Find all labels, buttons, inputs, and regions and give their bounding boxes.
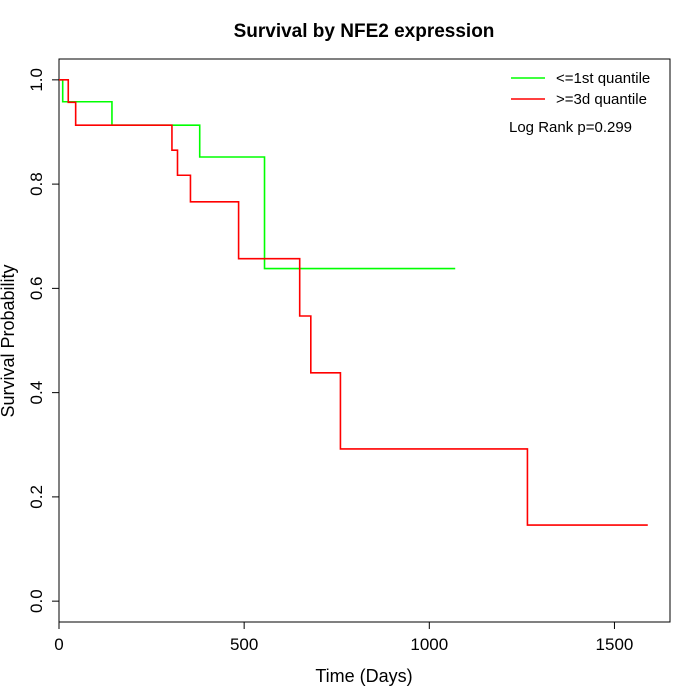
- x-tick-label: 1000: [410, 635, 448, 654]
- x-axis: 0 500 1000 1500: [54, 621, 634, 654]
- x-axis-title: Time (Days): [315, 666, 412, 686]
- y-tick-label: 0.0: [27, 589, 46, 613]
- x-tick-label: 0: [54, 635, 63, 654]
- chart-title: Survival by NFE2 expression: [234, 21, 495, 42]
- legend-label: <=1st quantile: [556, 70, 650, 87]
- x-tick-label: 500: [230, 635, 258, 654]
- survival-curve-1: [59, 79, 456, 270]
- y-axis: 0.0 0.2 0.4 0.6 0.8 1.0: [27, 68, 60, 613]
- y-tick-label: 1.0: [27, 68, 46, 92]
- legend-label: >=3d quantile: [556, 91, 647, 108]
- y-tick-label: 0.2: [27, 485, 46, 509]
- y-axis-title: Survival Probability: [0, 264, 18, 417]
- y-tick-label: 0.4: [27, 381, 46, 405]
- log-rank-annotation: Log Rank p=0.299: [509, 119, 632, 136]
- series-layer: [59, 79, 648, 526]
- legend: <=1st quantile >=3d quantile: [511, 70, 650, 108]
- x-tick-label: 1500: [596, 635, 634, 654]
- y-tick-label: 0.6: [27, 277, 46, 301]
- survival-curve-2: [59, 79, 648, 526]
- y-tick-label: 0.8: [27, 172, 46, 196]
- plot-frame: [58, 58, 671, 623]
